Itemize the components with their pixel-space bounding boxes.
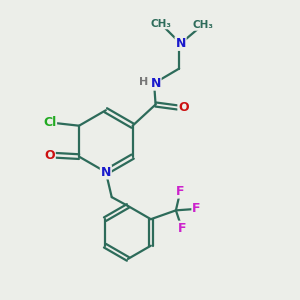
Text: N: N: [100, 166, 111, 178]
Text: F: F: [178, 221, 186, 235]
Text: O: O: [44, 149, 55, 162]
Text: CH₃: CH₃: [151, 19, 172, 28]
Text: H: H: [139, 77, 148, 87]
Text: CH₃: CH₃: [192, 20, 213, 30]
Text: N: N: [176, 37, 186, 50]
Text: Cl: Cl: [43, 116, 56, 129]
Text: F: F: [176, 185, 184, 198]
Text: F: F: [192, 202, 201, 215]
Text: O: O: [178, 101, 189, 114]
Text: N: N: [150, 77, 161, 90]
